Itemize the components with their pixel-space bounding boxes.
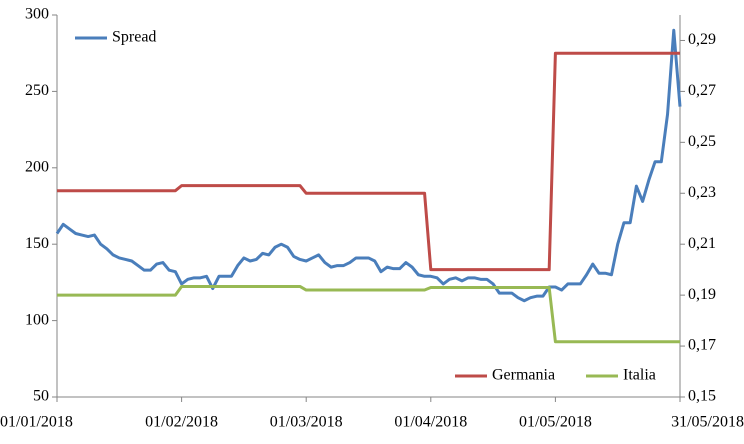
series-line bbox=[55, 28, 682, 303]
y-tick-label: 150 bbox=[25, 235, 49, 252]
legend-label: Italia bbox=[623, 367, 656, 384]
legend-label: Spread bbox=[112, 29, 156, 46]
series-line bbox=[57, 284, 680, 344]
y2-tick-label: 0,25 bbox=[688, 133, 716, 150]
legend-label: Germania bbox=[492, 367, 555, 384]
series-line bbox=[57, 51, 680, 272]
x-tick-label: 01/04/2018 bbox=[394, 414, 467, 431]
x-tick-label: 01/05/2018 bbox=[519, 414, 592, 431]
y-tick-label: 250 bbox=[25, 82, 49, 99]
y2-tick-label: 0,15 bbox=[688, 388, 716, 405]
y2-tick-label: 0,29 bbox=[688, 31, 716, 48]
y-tick-label: 100 bbox=[25, 311, 49, 328]
x-tick-label: 01/03/2018 bbox=[270, 414, 343, 431]
y2-tick-label: 0,21 bbox=[688, 235, 716, 252]
y2-tick-label: 0,17 bbox=[688, 337, 716, 354]
y-tick-label: 300 bbox=[25, 6, 49, 23]
x-tick-label: 01/01/2018 bbox=[0, 414, 73, 431]
y2-tick-label: 0,19 bbox=[688, 286, 716, 303]
x-tick-label: 31/05/2018 bbox=[671, 414, 744, 431]
y2-tick-label: 0,27 bbox=[688, 82, 716, 99]
x-tick-label: 01/02/2018 bbox=[145, 414, 218, 431]
y-tick-label: 200 bbox=[25, 158, 49, 175]
y2-tick-label: 0,23 bbox=[688, 184, 716, 201]
y-tick-label: 50 bbox=[33, 388, 49, 405]
